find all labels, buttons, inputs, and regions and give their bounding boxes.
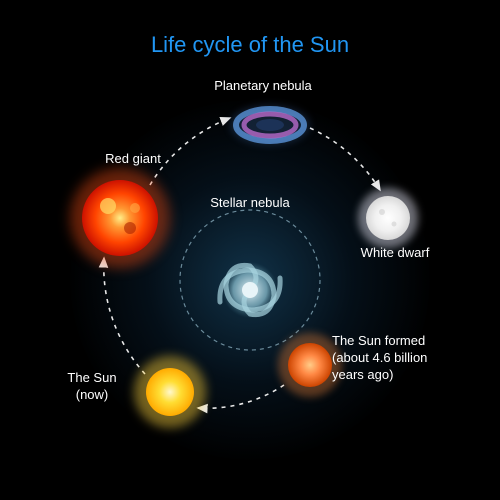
sun-now-label: The Sun (now) [48, 370, 136, 404]
stellar-nebula-label: Stellar nebula [200, 195, 300, 212]
red-giant-icon [70, 168, 170, 268]
planetary-nebula-label: Planetary nebula [198, 78, 328, 95]
stellar-nebula-icon [220, 262, 280, 318]
white-dwarf-icon [358, 188, 418, 248]
sun-now-icon [134, 356, 206, 428]
arrow-formed-to-now [198, 385, 284, 408]
planetary-nebula-icon [230, 105, 310, 145]
red-giant-label: Red giant [88, 151, 178, 168]
arrow-now-to-giant [104, 258, 145, 374]
sun-formed-label-text: The Sun formed (about 4.6 billion years … [332, 333, 427, 382]
sun-formed-label: The Sun formed (about 4.6 billion years … [332, 333, 462, 384]
sun-now-label-text: The Sun (now) [67, 370, 116, 402]
arrow-nebula-to-dwarf [310, 128, 380, 190]
white-dwarf-label: White dwarf [345, 245, 445, 262]
